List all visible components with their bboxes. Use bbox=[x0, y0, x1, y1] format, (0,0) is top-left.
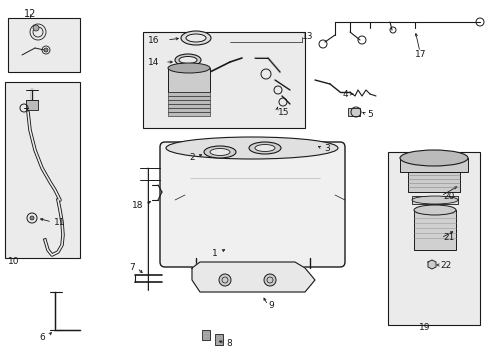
Text: 11: 11 bbox=[54, 217, 65, 226]
Text: 20: 20 bbox=[442, 192, 453, 201]
Ellipse shape bbox=[203, 146, 236, 158]
Ellipse shape bbox=[411, 196, 457, 204]
Polygon shape bbox=[427, 260, 435, 269]
Circle shape bbox=[30, 216, 34, 220]
Text: 13: 13 bbox=[302, 32, 313, 41]
Ellipse shape bbox=[413, 205, 455, 215]
Bar bbox=[168, 96, 209, 100]
Ellipse shape bbox=[209, 149, 229, 156]
Bar bbox=[168, 112, 209, 116]
Bar bbox=[411, 196, 457, 204]
Text: 4: 4 bbox=[342, 90, 347, 99]
Ellipse shape bbox=[181, 31, 210, 45]
Bar bbox=[5, 82, 80, 258]
Text: 2: 2 bbox=[189, 153, 195, 162]
Bar bbox=[8, 18, 80, 72]
Text: 19: 19 bbox=[418, 324, 430, 333]
Text: 15: 15 bbox=[278, 108, 289, 117]
Ellipse shape bbox=[179, 57, 197, 63]
Text: 3: 3 bbox=[324, 144, 329, 153]
Text: 16: 16 bbox=[148, 36, 159, 45]
Bar bbox=[413, 210, 455, 250]
Bar bbox=[168, 108, 209, 112]
Bar bbox=[168, 68, 209, 92]
Bar bbox=[168, 100, 209, 104]
Ellipse shape bbox=[165, 137, 337, 159]
Circle shape bbox=[219, 274, 230, 286]
Circle shape bbox=[44, 48, 48, 52]
Text: 18: 18 bbox=[131, 201, 142, 210]
Text: 8: 8 bbox=[225, 339, 231, 348]
FancyBboxPatch shape bbox=[160, 142, 345, 267]
Text: 7: 7 bbox=[129, 264, 135, 273]
Ellipse shape bbox=[168, 63, 209, 73]
Ellipse shape bbox=[175, 54, 201, 66]
Text: 9: 9 bbox=[267, 302, 273, 310]
Text: 22: 22 bbox=[439, 261, 450, 270]
Polygon shape bbox=[192, 262, 314, 292]
Bar bbox=[407, 172, 459, 192]
Bar bbox=[142, 32, 305, 128]
Circle shape bbox=[264, 274, 275, 286]
Text: 17: 17 bbox=[414, 50, 426, 59]
Text: 12: 12 bbox=[24, 9, 36, 19]
Ellipse shape bbox=[185, 34, 205, 42]
Bar bbox=[215, 334, 223, 345]
Ellipse shape bbox=[254, 144, 274, 152]
Bar bbox=[26, 100, 38, 110]
Circle shape bbox=[33, 25, 39, 31]
Text: 21: 21 bbox=[442, 234, 453, 243]
Ellipse shape bbox=[399, 150, 467, 166]
Bar bbox=[347, 108, 359, 116]
Text: 10: 10 bbox=[8, 257, 20, 266]
Text: 14: 14 bbox=[148, 58, 159, 67]
Bar bbox=[387, 152, 479, 325]
Text: 5: 5 bbox=[366, 109, 372, 118]
Bar bbox=[202, 330, 209, 340]
Bar bbox=[168, 92, 209, 96]
Bar bbox=[168, 104, 209, 108]
Text: 6: 6 bbox=[39, 333, 45, 342]
Text: 1: 1 bbox=[212, 249, 218, 258]
Ellipse shape bbox=[248, 142, 281, 154]
Bar bbox=[399, 158, 467, 172]
